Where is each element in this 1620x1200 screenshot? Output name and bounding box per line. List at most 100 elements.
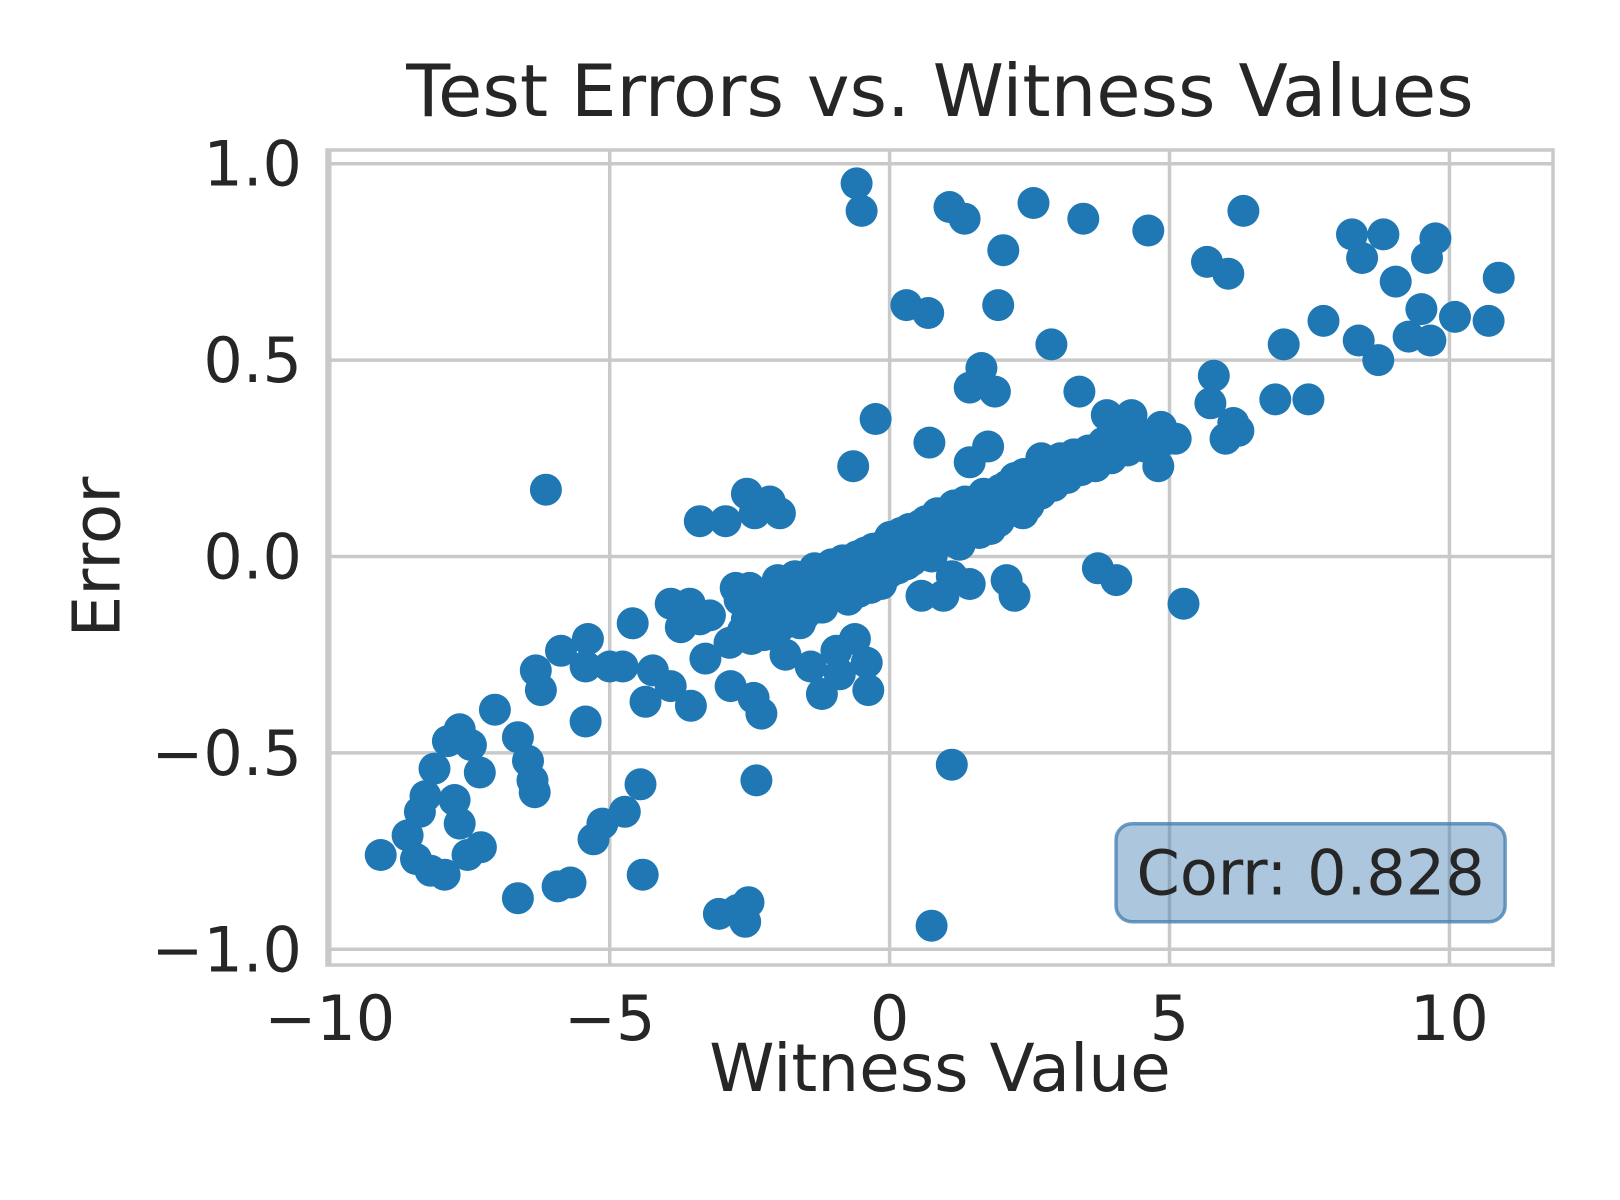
data-point — [915, 909, 948, 942]
data-point — [624, 768, 657, 801]
data-point — [1367, 218, 1400, 251]
data-point — [763, 497, 796, 530]
data-point — [501, 882, 534, 915]
data-point — [1227, 194, 1260, 227]
data-point — [927, 579, 960, 612]
data-point — [852, 674, 885, 707]
data-point — [1259, 383, 1292, 416]
data-point — [403, 795, 436, 828]
data-point — [859, 403, 892, 435]
data-point — [443, 807, 476, 840]
data-point — [1222, 414, 1255, 447]
data-point — [431, 725, 464, 758]
data-point — [1017, 187, 1050, 219]
data-point — [463, 756, 496, 789]
data-point — [709, 505, 742, 538]
data-point — [828, 579, 861, 612]
data-point — [978, 375, 1011, 408]
data-point — [784, 607, 816, 640]
data-point — [840, 167, 873, 200]
data-point — [364, 839, 397, 871]
data-point — [569, 705, 602, 738]
data-point — [963, 517, 996, 549]
data-point — [689, 642, 722, 675]
data-point — [850, 646, 883, 679]
data-point — [606, 650, 639, 683]
data-point — [1100, 564, 1133, 597]
data-point — [626, 858, 659, 891]
y-tick-label-0: 1.0 — [203, 128, 302, 201]
data-point — [985, 485, 1018, 518]
data-point — [464, 831, 497, 864]
data-point — [837, 450, 870, 483]
data-point — [953, 446, 986, 479]
data-point — [1439, 300, 1471, 333]
data-point — [1067, 202, 1100, 235]
data-point — [545, 634, 577, 667]
data-point — [524, 674, 557, 707]
data-point — [683, 505, 716, 538]
data-point — [1482, 261, 1515, 294]
data-point — [1167, 587, 1200, 620]
data-point — [794, 650, 827, 683]
data-point — [1212, 257, 1245, 290]
data-point — [577, 823, 610, 856]
data-point — [769, 638, 802, 671]
y-tick-label-3: −0.5 — [151, 717, 302, 790]
data-point — [953, 568, 986, 600]
data-point — [554, 866, 587, 899]
data-point — [529, 473, 562, 506]
correlation-annotation-text: Corr: 0.828 — [1137, 837, 1485, 910]
data-point — [693, 599, 726, 632]
data-point — [1307, 304, 1340, 337]
data-point — [982, 289, 1015, 322]
data-point — [940, 497, 973, 530]
plot-frame — [325, 148, 1555, 967]
data-point — [1405, 293, 1438, 326]
data-point — [729, 905, 762, 938]
data-point — [913, 426, 946, 459]
data-point — [1414, 324, 1447, 357]
data-point — [654, 670, 687, 703]
data-point — [845, 194, 878, 227]
data-point — [745, 697, 778, 730]
chart-title: Test Errors vs. Witness Values — [406, 49, 1474, 133]
correlation-annotation-box — [1114, 821, 1507, 924]
data-point — [1132, 214, 1165, 247]
x-tick-label-1: −5 — [564, 982, 655, 1055]
data-point — [948, 202, 981, 235]
data-point — [1379, 265, 1412, 298]
data-point — [1153, 422, 1186, 455]
data-point — [616, 607, 649, 640]
data-point — [1194, 387, 1227, 420]
data-point — [1012, 489, 1045, 522]
data-point — [1035, 328, 1068, 361]
data-point — [935, 748, 968, 781]
data-point — [998, 579, 1031, 612]
x-tick-label-3: 5 — [1150, 982, 1189, 1055]
x-tick-label-4: 10 — [1410, 982, 1489, 1055]
data-point — [761, 564, 794, 597]
data-point — [896, 544, 928, 577]
data-point — [478, 693, 511, 726]
data-point — [918, 528, 951, 561]
data-point — [1342, 324, 1375, 357]
y-tick-label-4: −1.0 — [151, 913, 302, 986]
y-tick-label-1: 0.5 — [203, 324, 302, 397]
data-point — [418, 752, 451, 785]
data-point — [1472, 304, 1505, 337]
data-point — [1267, 328, 1300, 361]
data-point — [820, 634, 853, 667]
data-point — [1197, 359, 1230, 392]
data-point — [987, 234, 1020, 267]
data-point — [1008, 458, 1040, 490]
data-point — [905, 579, 938, 612]
data-point — [569, 650, 602, 683]
data-point — [1346, 242, 1379, 274]
data-point — [714, 670, 747, 703]
x-tick-label-2: 0 — [870, 982, 909, 1055]
data-point — [518, 776, 551, 809]
data-point — [953, 371, 986, 404]
